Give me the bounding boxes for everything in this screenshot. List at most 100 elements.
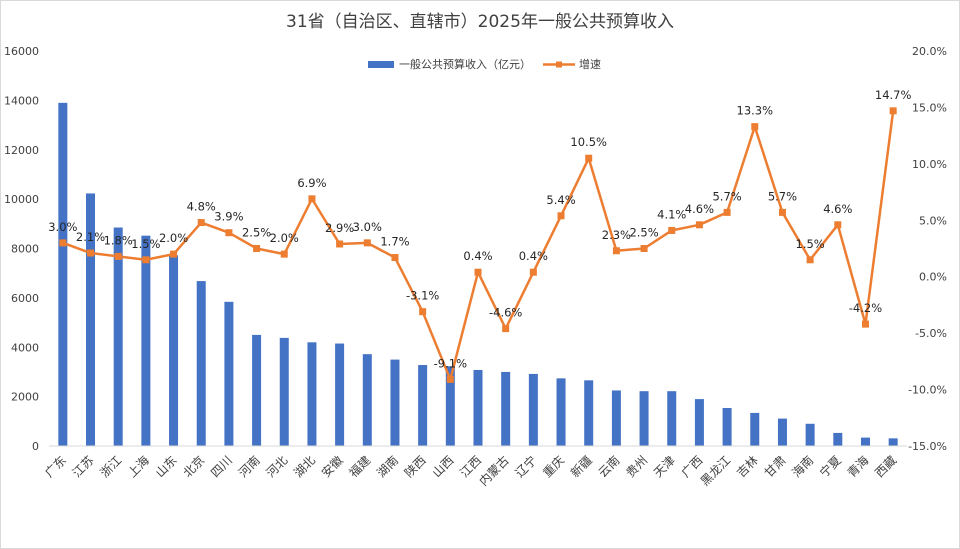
- bar: [750, 412, 760, 446]
- data-label: 1.8%: [104, 233, 133, 247]
- line-point: [419, 308, 427, 316]
- bar: [58, 102, 68, 446]
- data-label: -4.6%: [489, 306, 522, 320]
- data-label: 13.3%: [737, 104, 774, 118]
- data-label: 2.5%: [242, 226, 271, 240]
- category-label: 广东: [42, 453, 69, 480]
- bar: [528, 373, 538, 446]
- left-axis-tick-label: 16000: [4, 45, 39, 58]
- data-label: 2.9%: [325, 221, 354, 235]
- line-point: [778, 208, 786, 216]
- line-point: [695, 221, 703, 229]
- bar: [279, 337, 289, 446]
- category-label: 内蒙古: [476, 453, 512, 489]
- data-label: 5.4%: [546, 193, 575, 207]
- line-point: [751, 123, 759, 131]
- legend-line-marker: [556, 61, 562, 68]
- left-axis-tick-label: 6000: [11, 292, 39, 305]
- category-label: 上海: [124, 453, 152, 481]
- data-label: 0.4%: [519, 249, 548, 263]
- line-point: [308, 195, 316, 203]
- data-label: 1.7%: [380, 235, 409, 249]
- line-point: [529, 268, 537, 276]
- line-point: [502, 325, 510, 333]
- bar: [473, 369, 483, 446]
- bar: [141, 235, 151, 446]
- line-point: [336, 240, 344, 248]
- data-label: 2.0%: [270, 231, 299, 245]
- line-point: [861, 320, 869, 328]
- left-axis-tick-label: 12000: [4, 144, 39, 157]
- category-label: 吉林: [734, 453, 761, 480]
- data-label: 3.0%: [48, 220, 77, 234]
- bar: [501, 371, 511, 446]
- legend-line-label: 增速: [579, 57, 601, 71]
- category-label: 河北: [263, 453, 290, 480]
- bar: [667, 391, 677, 446]
- bar: [445, 366, 455, 446]
- category-label: 北京: [180, 453, 207, 480]
- data-label: -3.1%: [406, 289, 439, 303]
- bar: [113, 227, 123, 446]
- line-point: [612, 247, 620, 255]
- right-axis-tick-label: 5.0%: [919, 214, 947, 227]
- left-axis-tick-label: 10000: [4, 193, 39, 206]
- line-point: [197, 219, 205, 227]
- right-axis-tick-label: -5.0%: [915, 327, 947, 340]
- category-label: 新疆: [567, 453, 595, 481]
- chart-title: 31省（自治区、直辖市）2025年一般公共预算收入: [286, 12, 674, 32]
- data-label: 4.6%: [685, 202, 714, 216]
- bar: [556, 378, 566, 446]
- data-label: 1.5%: [796, 237, 825, 251]
- category-label: 湖南: [374, 453, 402, 481]
- category-label: 贵州: [623, 453, 650, 480]
- category-label: 西藏: [872, 453, 899, 480]
- line-point: [114, 252, 122, 260]
- bar: [639, 391, 649, 446]
- right-axis: -15.0% -10.0% -5.0% 0.0% 5.0% 10.0% 15.0% 20.0%: [908, 45, 947, 453]
- right-axis-tick-label: 0.0%: [919, 271, 947, 284]
- line-point: [585, 154, 593, 162]
- left-axis-tick-label: 14000: [4, 94, 39, 107]
- category-label: 山东: [153, 453, 180, 480]
- category-label: 湖北: [290, 453, 318, 481]
- data-label: 6.9%: [297, 176, 326, 190]
- left-axis: 0 2000 4000 6000 8000 10000 12000 14000 16000: [4, 45, 39, 453]
- category-label: 重庆: [540, 453, 567, 480]
- data-label: 4.6%: [823, 202, 852, 216]
- left-axis-tick-label: 8000: [11, 243, 39, 256]
- data-label: 10.5%: [570, 135, 607, 149]
- line-point: [640, 245, 648, 252]
- bar: [611, 390, 621, 446]
- line-point: [59, 239, 67, 247]
- left-axis-tick-label: 2000: [11, 391, 39, 404]
- bar: [307, 342, 317, 446]
- line-point: [363, 239, 371, 247]
- category-label: 黑龙江: [698, 453, 733, 488]
- category-label: 甘肃: [762, 453, 789, 480]
- data-label: 4.1%: [657, 207, 686, 221]
- bar: [860, 437, 870, 446]
- category-label: 云南: [595, 453, 623, 481]
- line-point: [142, 256, 150, 264]
- legend-bar-swatch: [368, 61, 394, 68]
- line-point: [391, 254, 399, 262]
- bar: [833, 432, 843, 446]
- data-label: 1.5%: [131, 237, 160, 251]
- right-axis-tick-label: -15.0%: [908, 440, 947, 453]
- category-label: 山西: [430, 453, 457, 480]
- data-label: 5.7%: [712, 189, 741, 203]
- data-label: 0.4%: [463, 249, 492, 263]
- line-point: [474, 268, 482, 276]
- data-label: 3.9%: [214, 210, 243, 224]
- data-label: 3.0%: [353, 220, 382, 234]
- line-point: [557, 212, 565, 220]
- bar: [86, 193, 96, 446]
- category-label: 宁夏: [816, 453, 844, 481]
- bar: [362, 354, 372, 446]
- line-point: [889, 107, 897, 115]
- bar: [390, 359, 400, 446]
- category-label: 海南: [789, 453, 817, 481]
- bar: [196, 281, 206, 446]
